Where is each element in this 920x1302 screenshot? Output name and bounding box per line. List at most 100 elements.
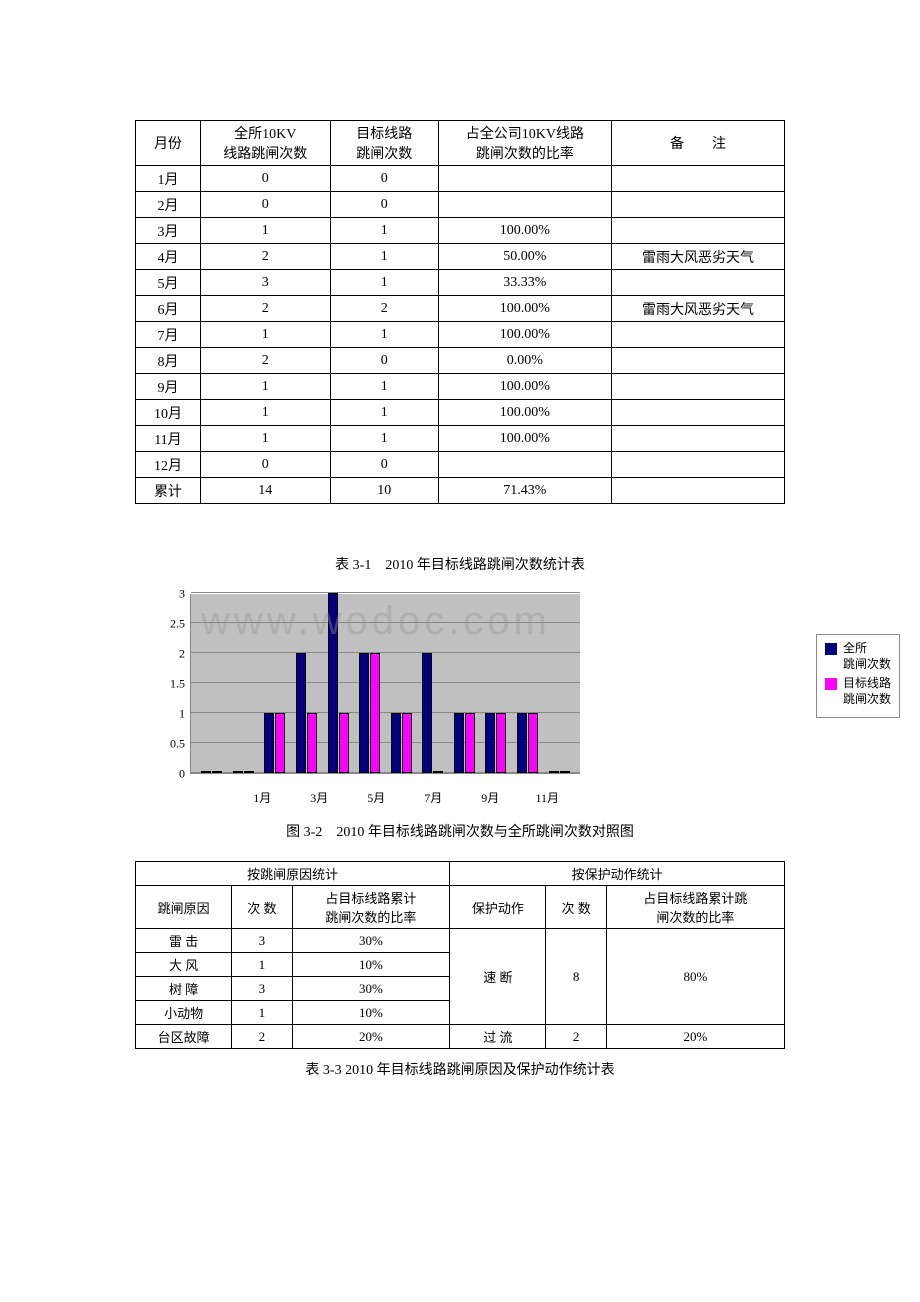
td: 10 [330, 478, 438, 504]
td: 1 [330, 270, 438, 296]
bar [433, 771, 443, 773]
td: 小动物 [136, 1001, 232, 1025]
td: 80% [606, 929, 784, 1025]
bar [465, 713, 475, 773]
td [611, 374, 784, 400]
bar [454, 713, 464, 773]
td: 累计 [136, 478, 201, 504]
x-tick: 5月 [362, 789, 391, 806]
td: 1月 [136, 166, 201, 192]
td: 1 [200, 218, 330, 244]
td: 雷 击 [136, 929, 232, 953]
table-row: 7月11100.00% [136, 322, 785, 348]
bar [402, 713, 412, 773]
table-row: 11月11100.00% [136, 426, 785, 452]
td: 14 [200, 478, 330, 504]
x-tick: 3月 [305, 789, 334, 806]
td [611, 426, 784, 452]
chart-3-2-caption: 图 3-2 2010 年目标线路跳闸次数与全所跳闸次数对照图 [135, 821, 785, 841]
td: 12月 [136, 452, 201, 478]
table-row: 5月3133.33% [136, 270, 785, 296]
bar [296, 653, 306, 773]
td: 0 [200, 192, 330, 218]
bar [422, 653, 432, 773]
td: 100.00% [438, 296, 611, 322]
table-3-3: 按跳闸原因统计 按保护动作统计 跳闸原因 次 数 占目标线路累计 跳闸次数的比率… [135, 861, 785, 1049]
bar-group [259, 594, 291, 773]
td: 1 [330, 426, 438, 452]
td: 3月 [136, 218, 201, 244]
bar-group [322, 594, 354, 773]
td: 33.33% [438, 270, 611, 296]
chart-3-2: 00.511.522.53 www.wodoc.com 全所 跳闸次数目标线路 … [160, 594, 760, 774]
bar [244, 771, 254, 773]
td: 3 [200, 270, 330, 296]
bar [549, 771, 559, 773]
table-row: 雷 击 3 30% 速 断 8 80% [136, 929, 785, 953]
bar [391, 713, 401, 773]
td: 2月 [136, 192, 201, 218]
table-row: 1月00 [136, 166, 785, 192]
x-tick: 1月 [248, 789, 277, 806]
bar [307, 713, 317, 773]
td [611, 166, 784, 192]
x-axis-labels: 1月3月5月7月9月11月 [160, 789, 760, 806]
x-tick: 7月 [419, 789, 448, 806]
bar [201, 771, 211, 773]
th-ratio: 占全公司10KV线路 跳闸次数的比率 [438, 121, 611, 166]
td: 1 [200, 426, 330, 452]
bar [328, 593, 338, 773]
td: 10% [292, 1001, 450, 1025]
plot-area: www.wodoc.com [190, 594, 580, 774]
td: 1 [200, 322, 330, 348]
table-3-1: 月份 全所10KV 线路跳闸次数 目标线路 跳闸次数 占全公司10KV线路 跳闸… [135, 120, 785, 504]
legend-label: 全所 跳闸次数 [843, 641, 891, 672]
legend-swatch [825, 678, 837, 690]
table-row: 8月200.00% [136, 348, 785, 374]
td [611, 218, 784, 244]
y-axis: 00.511.522.53 [160, 594, 190, 774]
x-tick: 11月 [533, 789, 562, 806]
bar [496, 713, 506, 773]
td: 2 [232, 1025, 292, 1049]
td: 0 [330, 192, 438, 218]
th-all: 全所10KV 线路跳闸次数 [200, 121, 330, 166]
td: 过 流 [450, 1025, 546, 1049]
td [611, 270, 784, 296]
bar [528, 713, 538, 773]
td: 30% [292, 977, 450, 1001]
bar-group [385, 594, 417, 773]
td: 1 [330, 400, 438, 426]
td: 1 [200, 400, 330, 426]
th: 保护动作 [450, 886, 546, 929]
table-row: 4月2150.00%雷雨大风恶劣天气 [136, 244, 785, 270]
td: 100.00% [438, 218, 611, 244]
td: 71.43% [438, 478, 611, 504]
table-row: 10月11100.00% [136, 400, 785, 426]
bar-group [449, 594, 481, 773]
td: 雷雨大风恶劣天气 [611, 296, 784, 322]
bar-group [480, 594, 512, 773]
x-tick [334, 789, 363, 806]
td: 1 [330, 374, 438, 400]
table-row: 6月22100.00%雷雨大风恶劣天气 [136, 296, 785, 322]
th: 次 数 [232, 886, 292, 929]
td [438, 452, 611, 478]
td: 2 [330, 296, 438, 322]
td [611, 452, 784, 478]
th: 次 数 [546, 886, 606, 929]
td: 100.00% [438, 426, 611, 452]
legend-label: 目标线路 跳闸次数 [843, 676, 891, 707]
table-row: 跳闸原因 次 数 占目标线路累计 跳闸次数的比率 保护动作 次 数 占目标线路累… [136, 886, 785, 929]
td [611, 478, 784, 504]
td: 30% [292, 929, 450, 953]
th: 占目标线路累计跳 闸次数的比率 [606, 886, 784, 929]
td: 1 [330, 218, 438, 244]
table-3-3-caption: 表 3-3 2010 年目标线路跳闸原因及保护动作统计表 [135, 1059, 785, 1079]
x-tick [277, 789, 306, 806]
td: 1 [232, 1001, 292, 1025]
td: 10月 [136, 400, 201, 426]
legend-swatch [825, 643, 837, 655]
x-tick [505, 789, 534, 806]
th: 占目标线路累计 跳闸次数的比率 [292, 886, 450, 929]
